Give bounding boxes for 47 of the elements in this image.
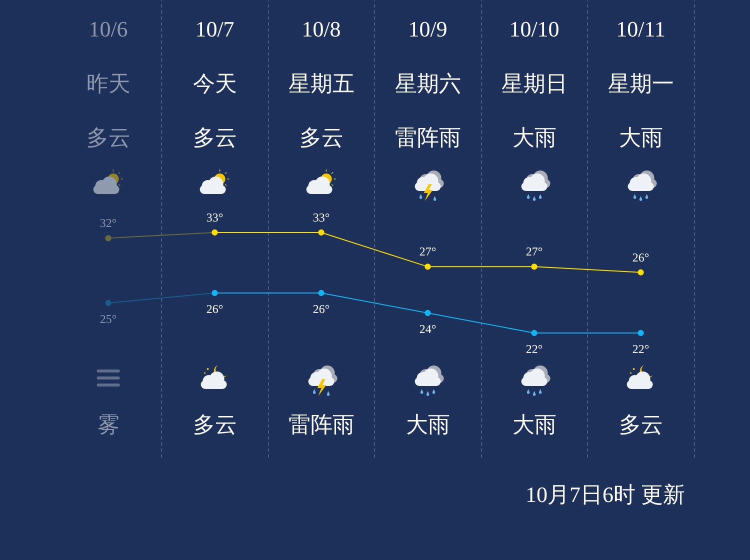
data-label: 32° [100,216,117,230]
data-label: 22° [632,342,650,356]
data-label: 25° [100,312,117,326]
annotation: 雷阵雨 [288,412,354,437]
data-label: 22° [526,342,543,356]
point [638,330,644,336]
x-tick-label: 10/11 [616,16,666,42]
point [212,290,218,296]
annotation: 多云 [86,125,130,150]
data-label: 24° [419,322,436,336]
data-label: 26° [206,302,224,316]
annotation: 昨天 [86,71,130,96]
x-tick-label: 10/8 [302,16,341,42]
annotation: 星期六 [394,71,461,96]
x-tick-label: 10/9 [408,16,448,42]
data-label: 27° [419,244,436,259]
annotation: 多云 [618,412,663,437]
annotation: 今天 [192,71,237,96]
data-label: 33° [312,210,330,224]
x-tick-label: 10/7 [195,16,234,42]
annotation: 大雨 [512,125,556,150]
data-label: 26° [312,302,330,316]
annotation: 星期一 [608,71,674,96]
annotation: 多云 [299,125,344,150]
point [424,310,431,316]
annotation: 多云 [192,125,237,150]
point [531,264,538,270]
annotation: 大雨 [406,412,450,437]
annotation: 星期日 [501,71,568,96]
point [424,264,431,270]
point [318,229,324,236]
x-tick-label: 10/10 [509,16,560,42]
point [638,269,644,276]
annotation: 多云 [192,412,237,437]
point [318,290,324,296]
point [531,330,538,336]
annotation: 雷阵雨 [394,125,461,150]
annotation: 大雨 [618,125,663,150]
text: 10月7日6时 更新 [526,482,685,507]
annotation: 大雨 [512,412,556,437]
point [212,229,218,236]
annotation: 雾 [97,412,120,437]
data-label: 33° [206,210,224,224]
annotation: 星期五 [288,71,354,96]
data-label: 27° [526,244,543,259]
x-tick-label: 10/6 [88,16,128,42]
data-label: 26° [632,250,650,264]
